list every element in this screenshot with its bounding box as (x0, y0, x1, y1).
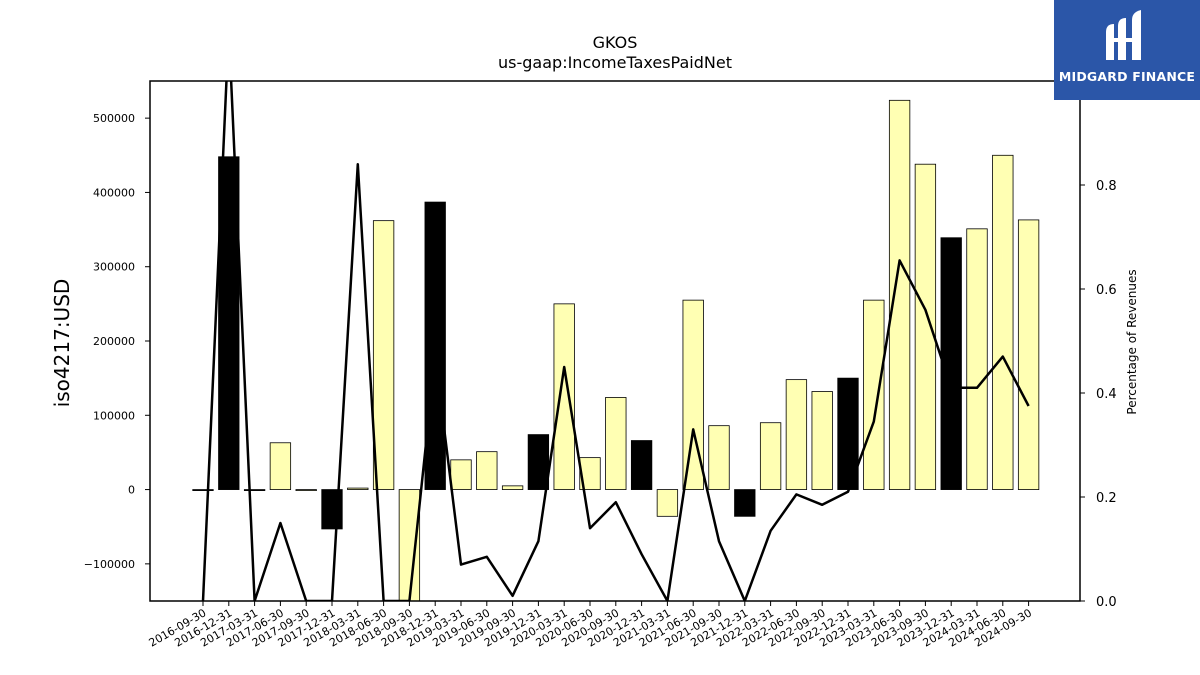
midgard-m-logo-icon (1106, 10, 1141, 60)
bar-2020-03-31 (553, 303, 575, 490)
chart-title: GKOS (593, 33, 638, 52)
bar-2020-12-31 (630, 440, 653, 490)
bar-2023-06-30 (888, 99, 911, 490)
bar-2024-09-30 (1017, 219, 1040, 490)
logo-name: MIDGARD FINANCE (1058, 69, 1196, 84)
bar-2019-09-30 (501, 485, 524, 490)
y-axis-label: iso4217:USD (50, 279, 74, 408)
bar-2020-06-30 (579, 457, 601, 490)
y2-tick-label: 0.8 (1096, 179, 1117, 194)
bar-2023-09-30 (914, 163, 937, 490)
bar-2020-09-30 (605, 397, 627, 490)
bar-2021-03-31 (656, 489, 679, 517)
y-tick-label: 300000 (93, 261, 135, 274)
bar-2023-03-31 (863, 299, 885, 490)
bar-2017-03-31 (243, 489, 266, 491)
y-tick-label: 200000 (93, 335, 135, 348)
y-tick-label: 400000 (93, 186, 135, 199)
bar-2018-09-30 (398, 489, 421, 601)
y2-tick-label: 0.4 (1096, 387, 1117, 402)
bar-2023-12-31 (940, 237, 962, 490)
percentage-of-revenues-line (201, 81, 1030, 601)
bar-2018-12-31 (424, 201, 446, 490)
midgard-finance-logo: MIDGARD FINANCE (1054, 0, 1200, 100)
right-axis-ticks: 0.0 0.2 0.4 0.6 0.8 (1080, 179, 1117, 610)
bar-2019-12-31 (527, 434, 550, 490)
y2-tick-label: 0.2 (1096, 491, 1117, 506)
bar-2021-09-30 (708, 425, 730, 490)
y-tick-label: −100000 (84, 558, 135, 571)
bar-2024-03-31 (966, 228, 988, 490)
y2-tick-label: 0.6 (1096, 283, 1117, 298)
x-axis-ticks: 2016-09-302016-12-312017-03-312017-06-30… (147, 601, 1034, 650)
bar-2017-06-30 (269, 442, 292, 490)
bar-2019-06-30 (476, 451, 498, 490)
line-layer (201, 81, 1030, 601)
bar-2018-03-31 (347, 487, 369, 490)
y2-axis-label: Percentage of Revenues (1125, 269, 1139, 414)
bar-2016-12-31 (218, 156, 240, 490)
bar-2018-06-30 (372, 220, 395, 490)
chart-subtitle: us-gaap:IncomeTaxesPaidNet (498, 53, 732, 72)
plot-frame (149, 80, 1081, 602)
y-tick-label: 500000 (93, 112, 135, 125)
bar-2021-12-31 (734, 489, 756, 517)
y-tick-label: 100000 (93, 409, 135, 422)
bar-2017-09-30 (295, 489, 317, 491)
y-tick-label: 0 (128, 484, 135, 497)
bar-2022-09-30 (811, 391, 833, 490)
bar-2021-06-30 (682, 299, 704, 490)
bar-2024-06-30 (992, 154, 1014, 490)
bar-2016-09-30 (192, 489, 214, 491)
bar-2022-03-31 (759, 422, 782, 490)
bars-layer (192, 99, 1040, 601)
y2-tick-label: 0.0 (1096, 595, 1117, 610)
left-axis-ticks: −100000 0 100000 200000 300000 400000 500000 (84, 112, 150, 571)
bar-2019-03-31 (450, 459, 472, 490)
bar-2022-06-30 (785, 379, 808, 490)
